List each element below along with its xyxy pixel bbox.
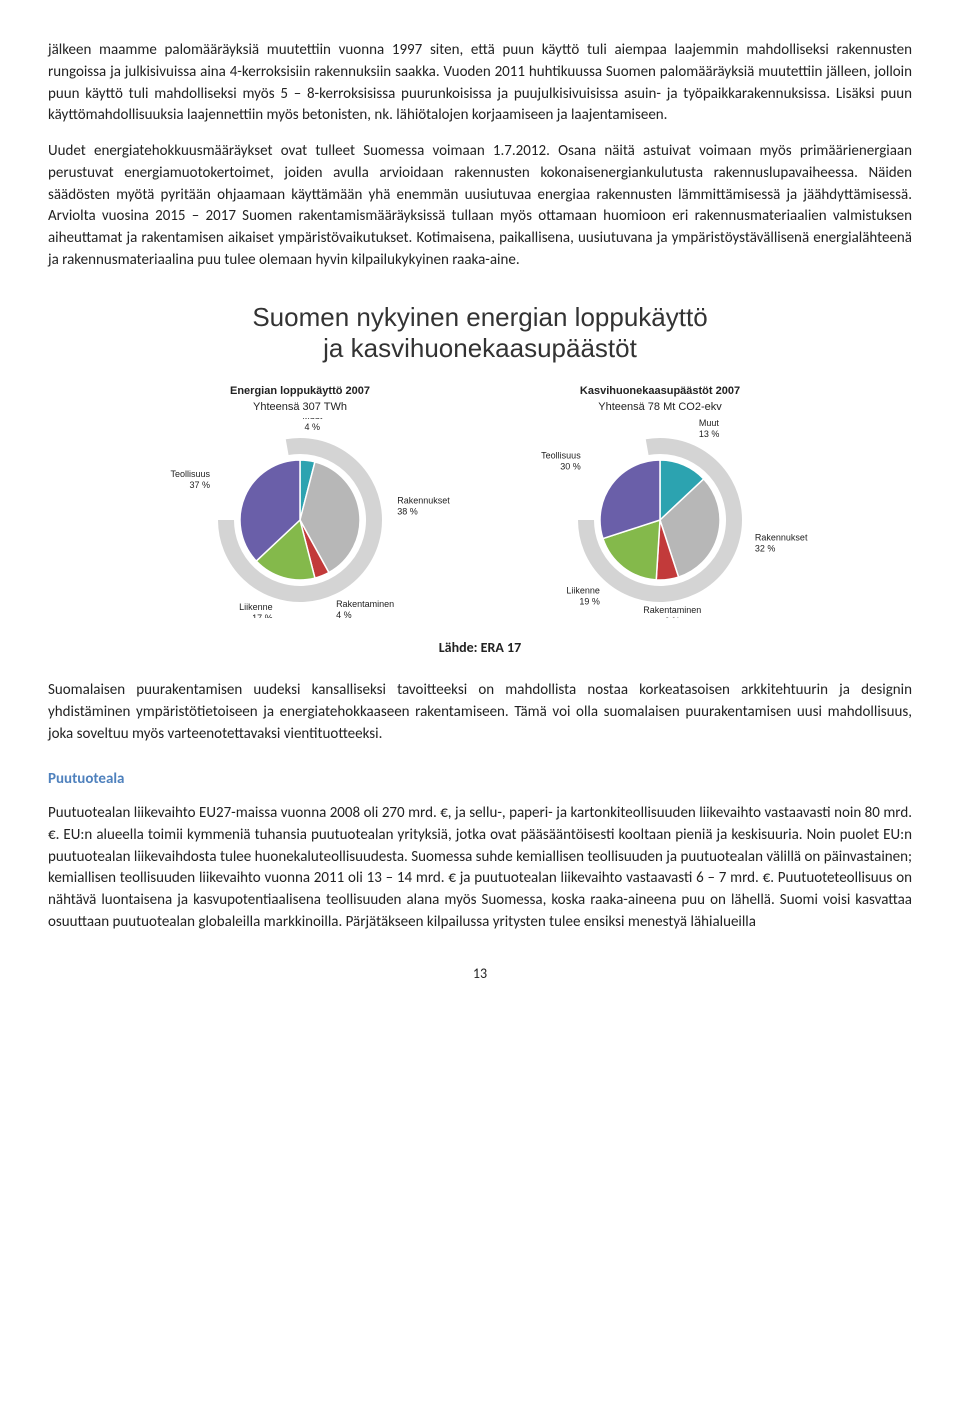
- svg-text:Rakentaminen: Rakentaminen: [643, 605, 701, 615]
- svg-text:Muut: Muut: [699, 418, 720, 428]
- chart-left-title: Energian loppukäyttö 2007: [140, 384, 460, 400]
- chart-left: Energian loppukäyttö 2007 Yhteensä 307 T…: [140, 384, 460, 618]
- page-number: 13: [48, 964, 912, 984]
- title-line1: Suomen nykyinen energian loppukäyttö: [252, 302, 707, 332]
- svg-text:Teollisuus: Teollisuus: [541, 450, 581, 460]
- charts-container: Energian loppukäyttö 2007 Yhteensä 307 T…: [48, 384, 912, 618]
- chart-right-subtitle: Yhteensä 78 Mt CO2-ekv: [500, 400, 820, 416]
- paragraph: Puutuotealan liikevaihto EU27-maissa vuo…: [48, 803, 912, 934]
- svg-text:Rakennukset: Rakennukset: [755, 532, 808, 542]
- svg-text:13 %: 13 %: [699, 429, 720, 439]
- chart-left-subtitle: Yhteensä 307 TWh: [140, 400, 460, 416]
- paragraph: Uudet energiatehokkuusmääräykset ovat tu…: [48, 141, 912, 272]
- chart-right-title: Kasvihuonekaasupäästöt 2007: [500, 384, 820, 400]
- svg-text:Rakennukset: Rakennukset: [397, 495, 450, 505]
- paragraph: Suomalaisen puurakentamisen uudeksi kans…: [48, 680, 912, 745]
- svg-text:4 %: 4 %: [305, 422, 321, 432]
- svg-text:6 %: 6 %: [665, 616, 681, 618]
- svg-text:38 %: 38 %: [397, 506, 418, 516]
- svg-text:Teollisuus: Teollisuus: [171, 469, 211, 479]
- chart-right: Kasvihuonekaasupäästöt 2007 Yhteensä 78 …: [500, 384, 820, 618]
- paragraph: jälkeen maamme palomääräyksiä muutettiin…: [48, 40, 912, 127]
- svg-text:Liikenne: Liikenne: [239, 602, 273, 612]
- svg-text:17 %: 17 %: [252, 613, 273, 618]
- title-line2: ja kasvihuonekaasupäästöt: [323, 333, 637, 363]
- svg-text:Rakentaminen: Rakentaminen: [336, 599, 394, 609]
- svg-text:32 %: 32 %: [755, 543, 776, 553]
- section-heading-puutuoteala: Puutuoteala: [48, 769, 912, 791]
- svg-text:4 %: 4 %: [336, 610, 352, 618]
- svg-text:30 %: 30 %: [560, 461, 581, 471]
- svg-text:Muut: Muut: [302, 418, 323, 421]
- svg-text:19 %: 19 %: [579, 596, 600, 606]
- chart-source: Lähde: ERA 17: [48, 638, 912, 658]
- chart-main-title: Suomen nykyinen energian loppukäyttö ja …: [48, 302, 912, 364]
- svg-text:Liikenne: Liikenne: [566, 585, 600, 595]
- pie-chart-right: Muut13 % Rakennukset32 % Rakentaminen6 % Li…: [500, 418, 820, 618]
- svg-text:37 %: 37 %: [190, 480, 211, 490]
- pie-chart-left: Muut4 %Rakennukset38 %Rakentaminen4 %Lii…: [140, 418, 460, 618]
